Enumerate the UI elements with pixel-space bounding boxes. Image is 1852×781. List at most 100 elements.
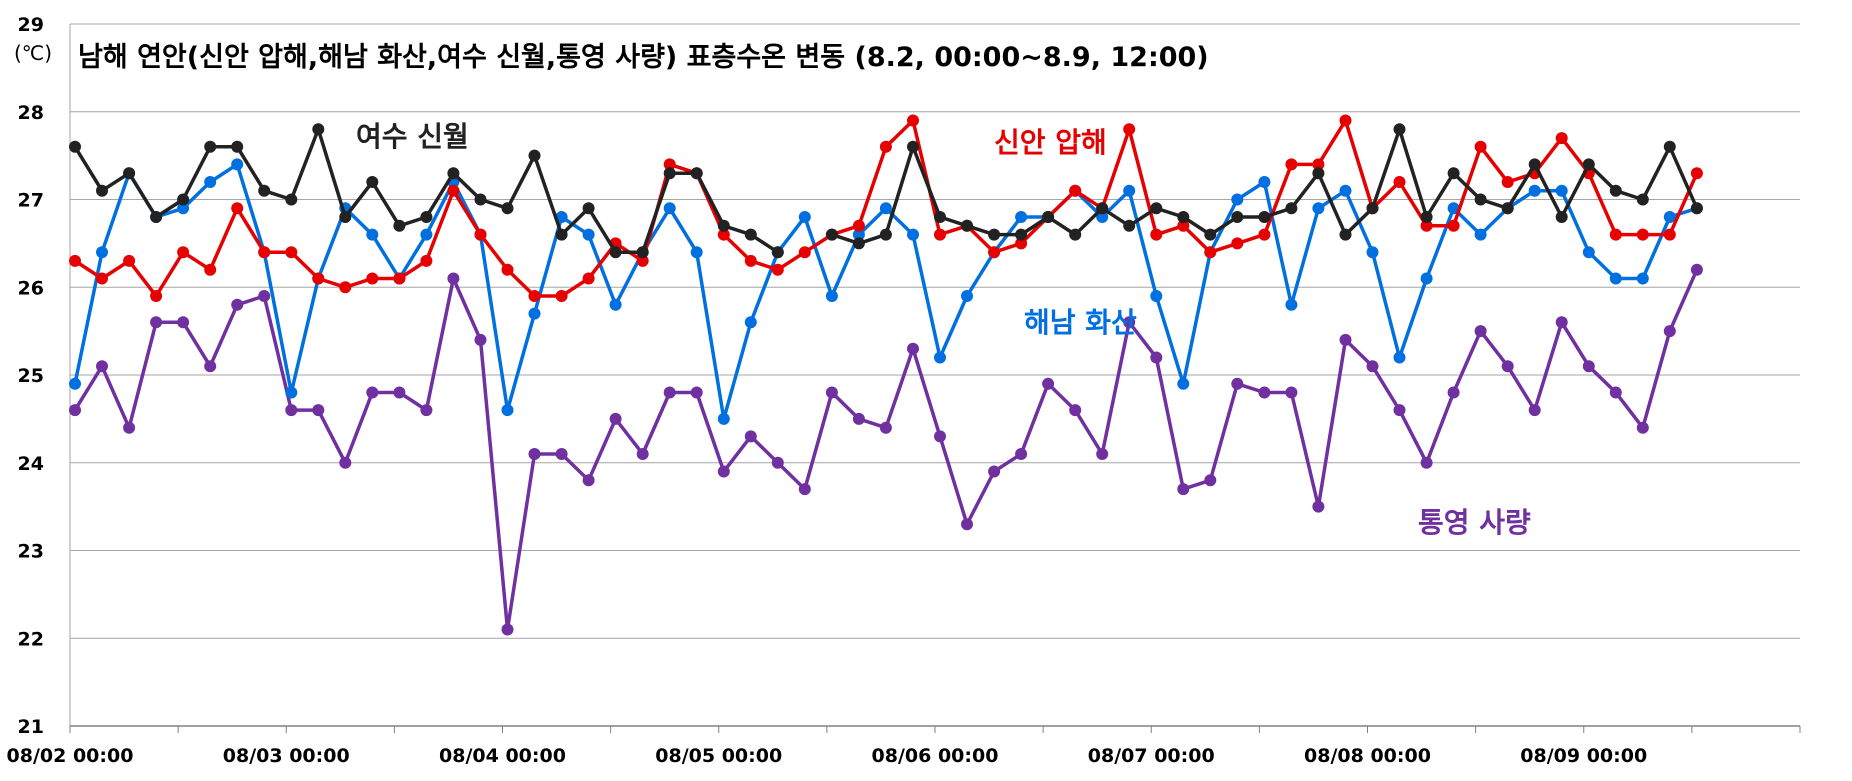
data-point	[1420, 272, 1433, 285]
data-point	[852, 412, 865, 425]
data-point	[798, 246, 811, 259]
data-point	[717, 412, 730, 425]
data-point	[1420, 211, 1433, 223]
y-tick-label: 24	[18, 453, 44, 475]
data-point	[447, 272, 460, 285]
series-label: 신안 압해	[994, 126, 1107, 159]
data-point	[1447, 202, 1460, 215]
data-point	[285, 193, 298, 206]
data-point	[258, 246, 271, 259]
data-point	[1096, 448, 1109, 460]
series-lines	[69, 114, 1703, 636]
y-unit-label: (℃)	[14, 41, 52, 65]
data-point	[934, 211, 946, 223]
data-point	[1528, 184, 1541, 197]
data-point	[1447, 167, 1460, 180]
data-point	[1555, 184, 1568, 197]
data-point	[285, 246, 298, 259]
data-point	[825, 228, 838, 241]
axes: 21 22 23 24 25 26 27 28 29 08/02 00:00 08/03 00:00…	[7, 14, 1801, 767]
data-point	[879, 228, 892, 241]
x-tick-label: 08/08 00:00	[1304, 745, 1431, 767]
data-point	[1663, 228, 1676, 241]
y-tick-label: 23	[18, 541, 44, 563]
data-point	[852, 228, 865, 241]
data-point	[420, 211, 433, 223]
data-point	[744, 430, 757, 443]
data-point	[150, 316, 163, 329]
data-point	[744, 228, 757, 241]
data-point	[420, 254, 433, 267]
data-point	[1555, 316, 1568, 329]
data-point	[501, 404, 514, 417]
series-label: 해남 화산	[1024, 306, 1137, 339]
data-point	[528, 448, 541, 460]
data-point	[1285, 158, 1298, 171]
data-point	[1393, 123, 1406, 136]
data-point	[1447, 386, 1460, 399]
data-point	[1231, 377, 1244, 390]
series-label: 통영 사량	[1418, 506, 1531, 539]
x-tick-label: 08/02 00:00	[7, 745, 134, 767]
data-point	[636, 254, 649, 267]
data-point	[204, 360, 217, 373]
data-point	[1150, 228, 1163, 241]
data-point	[1312, 500, 1325, 513]
data-point	[1663, 140, 1676, 153]
data-point	[1042, 211, 1055, 223]
data-point	[1177, 483, 1190, 496]
data-point	[582, 272, 595, 285]
data-point	[1366, 202, 1379, 215]
data-point	[636, 448, 649, 460]
data-point	[609, 298, 622, 311]
data-point	[988, 228, 1001, 241]
y-tick-label: 21	[18, 716, 44, 738]
data-point	[1339, 184, 1352, 197]
data-point	[1069, 184, 1082, 197]
data-point	[177, 316, 190, 329]
x-tick-label: 08/07 00:00	[1088, 745, 1215, 767]
data-point	[393, 386, 406, 399]
data-point	[744, 254, 757, 267]
data-point	[1015, 228, 1028, 241]
data-point	[1204, 228, 1217, 241]
data-point	[1258, 211, 1271, 223]
data-point	[879, 140, 892, 153]
data-point	[690, 386, 703, 399]
data-point	[1285, 298, 1298, 311]
data-point	[123, 421, 136, 434]
data-point	[1042, 377, 1055, 390]
data-point	[366, 386, 379, 399]
data-point	[961, 518, 973, 531]
data-point	[1474, 325, 1487, 338]
data-point	[1204, 246, 1217, 259]
data-point	[1393, 176, 1406, 188]
data-point	[123, 254, 136, 267]
data-point	[312, 123, 325, 136]
data-point	[528, 307, 541, 320]
data-point	[690, 246, 703, 259]
data-point	[609, 412, 622, 425]
data-point	[1582, 246, 1595, 259]
data-point	[1177, 211, 1190, 223]
data-point	[231, 140, 244, 153]
data-point	[69, 140, 81, 153]
data-point	[1150, 351, 1163, 364]
data-point	[474, 333, 487, 346]
data-point	[1177, 219, 1190, 232]
data-point	[96, 360, 108, 373]
data-point	[690, 167, 703, 180]
data-point	[1096, 202, 1109, 215]
data-point	[528, 149, 541, 162]
data-point	[1231, 211, 1244, 223]
data-point	[501, 263, 514, 276]
series-label: 여수 신월	[356, 120, 469, 153]
data-point	[1420, 456, 1433, 469]
data-point	[1339, 114, 1352, 127]
data-point	[988, 246, 1001, 259]
data-point	[501, 623, 514, 636]
data-point	[96, 246, 108, 259]
data-point	[1150, 202, 1163, 215]
data-point	[231, 298, 244, 311]
